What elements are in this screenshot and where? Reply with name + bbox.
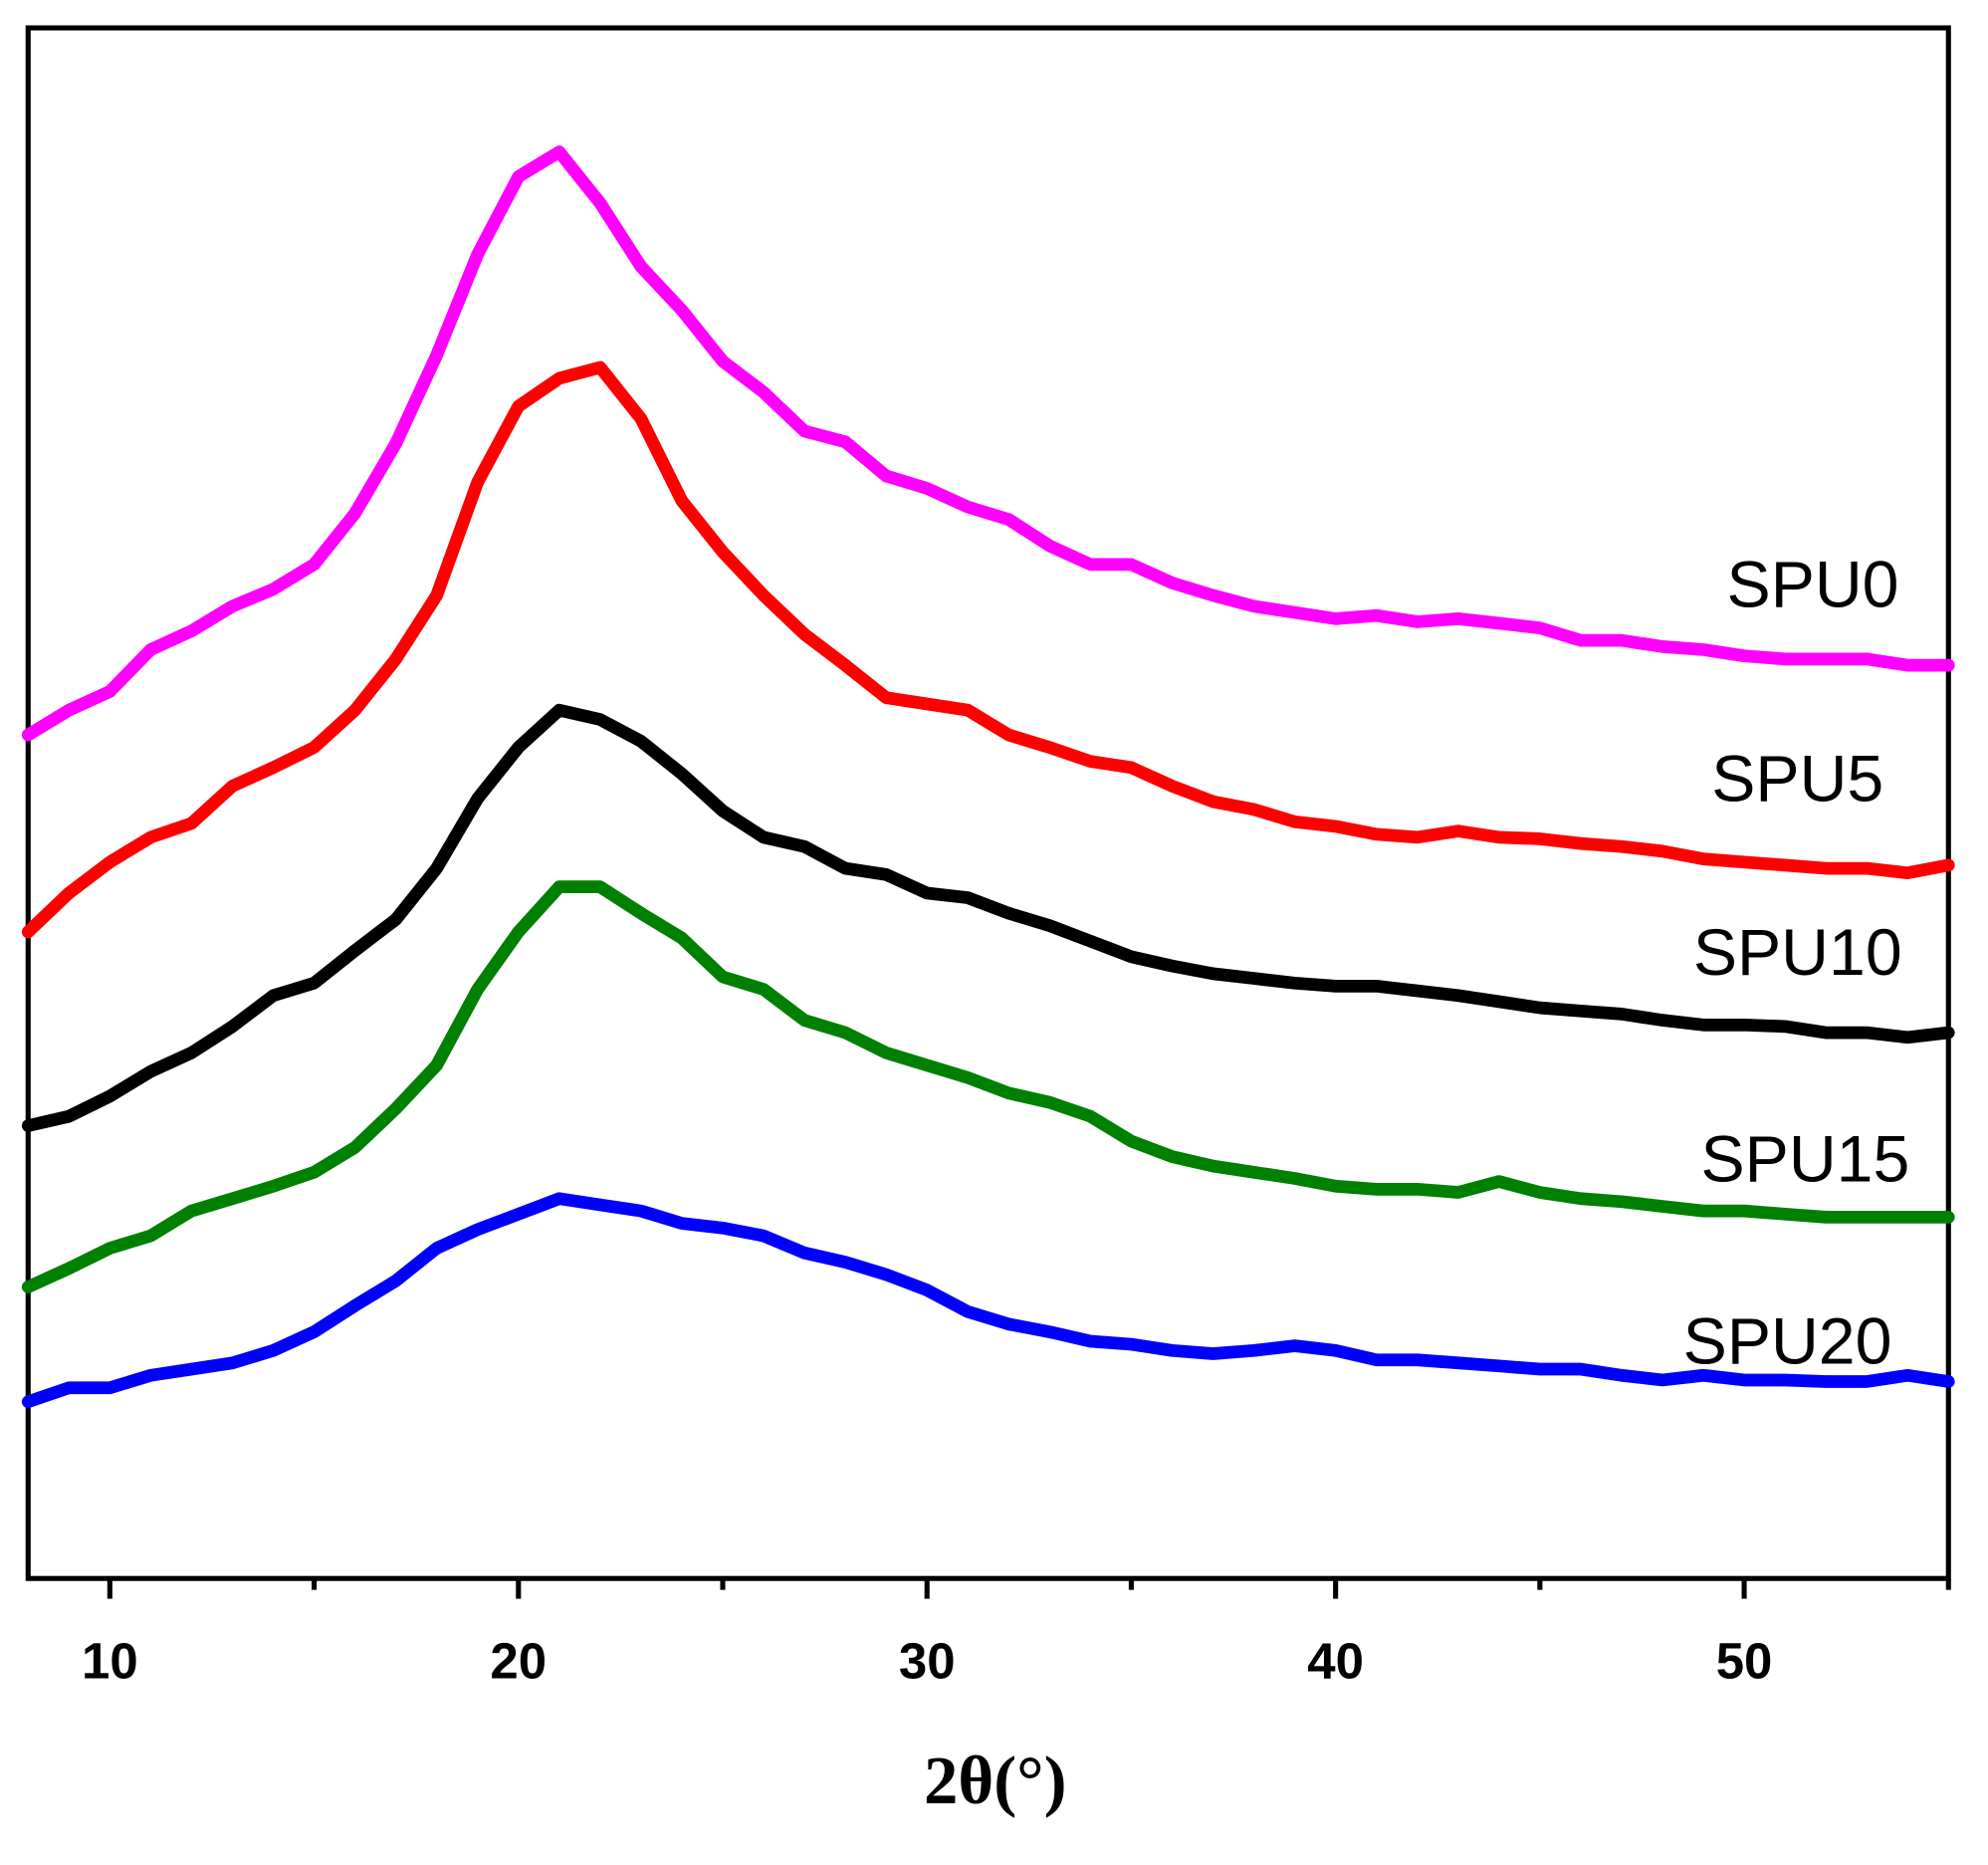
data-line (21, 703, 1955, 1132)
series-label: SPU5 (1711, 742, 1883, 816)
data-line (21, 360, 1955, 939)
x-tick-label: 50 (1716, 1632, 1773, 1689)
x-tick-label: 10 (82, 1632, 138, 1689)
series-label: SPU15 (1701, 1122, 1910, 1196)
data-line (21, 145, 1955, 742)
plot-frame (25, 25, 1951, 1581)
series-label: SPU20 (1683, 1305, 1892, 1379)
series-label: SPU0 (1727, 549, 1899, 622)
x-tick-label: 40 (1307, 1632, 1364, 1689)
data-line (21, 1192, 1955, 1409)
x-tick-label: 30 (899, 1632, 956, 1689)
series-label: SPU10 (1693, 916, 1902, 990)
x-tick-label: 20 (490, 1632, 547, 1689)
x-axis-label: 2θ(°) (924, 1743, 1067, 1818)
data-line (21, 880, 1955, 1293)
